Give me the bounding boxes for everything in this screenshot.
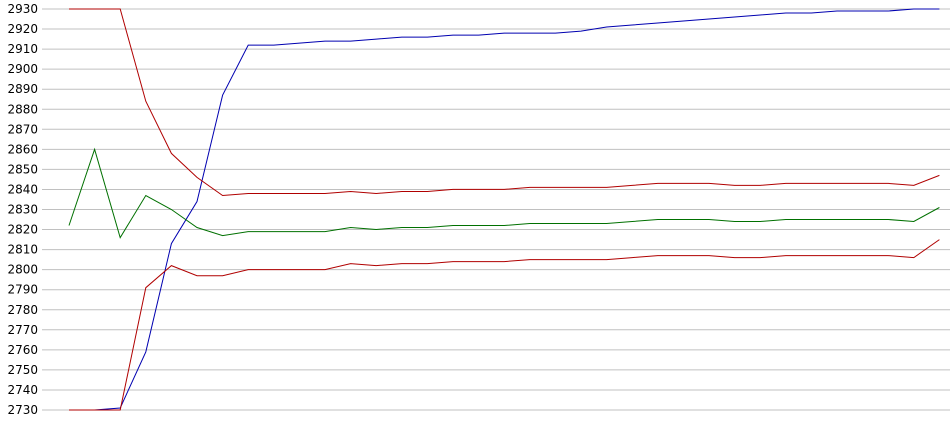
y-tick-label: 2800 bbox=[7, 263, 38, 277]
y-tick-label: 2840 bbox=[7, 182, 38, 196]
gridlines bbox=[42, 8, 950, 411]
y-tick-label: 2790 bbox=[7, 283, 38, 297]
y-tick-label: 2910 bbox=[7, 42, 38, 56]
y-tick-label: 2780 bbox=[7, 303, 38, 317]
y-tick-label: 2890 bbox=[7, 82, 38, 96]
y-tick-label: 2770 bbox=[7, 323, 38, 337]
series-line-2 bbox=[69, 8, 940, 197]
y-tick-label: 2750 bbox=[7, 363, 38, 377]
series-line-4 bbox=[69, 239, 940, 411]
y-tick-label: 2830 bbox=[7, 203, 38, 217]
y-tick-label: 2850 bbox=[7, 162, 38, 176]
series-line-3 bbox=[68, 147, 940, 239]
y-tick-label: 2760 bbox=[7, 343, 38, 357]
y-axis-tick-labels: 2730 2740 2750 2760 2770 2780 2790 2800 2810 2820… bbox=[7, 2, 38, 417]
y-tick-label: 2740 bbox=[7, 383, 38, 397]
y-tick-label: 2810 bbox=[7, 243, 38, 257]
y-tick-label: 2930 bbox=[7, 2, 38, 16]
series-lines bbox=[68, 8, 940, 411]
y-tick-label: 2820 bbox=[7, 223, 38, 237]
y-tick-label: 2880 bbox=[7, 102, 38, 116]
y-tick-label: 2920 bbox=[7, 22, 38, 36]
y-tick-label: 2870 bbox=[7, 122, 38, 136]
y-tick-label: 2900 bbox=[7, 62, 38, 76]
series-line-1 bbox=[69, 8, 940, 411]
y-tick-label: 2730 bbox=[7, 403, 38, 417]
y-tick-label: 2860 bbox=[7, 142, 38, 156]
